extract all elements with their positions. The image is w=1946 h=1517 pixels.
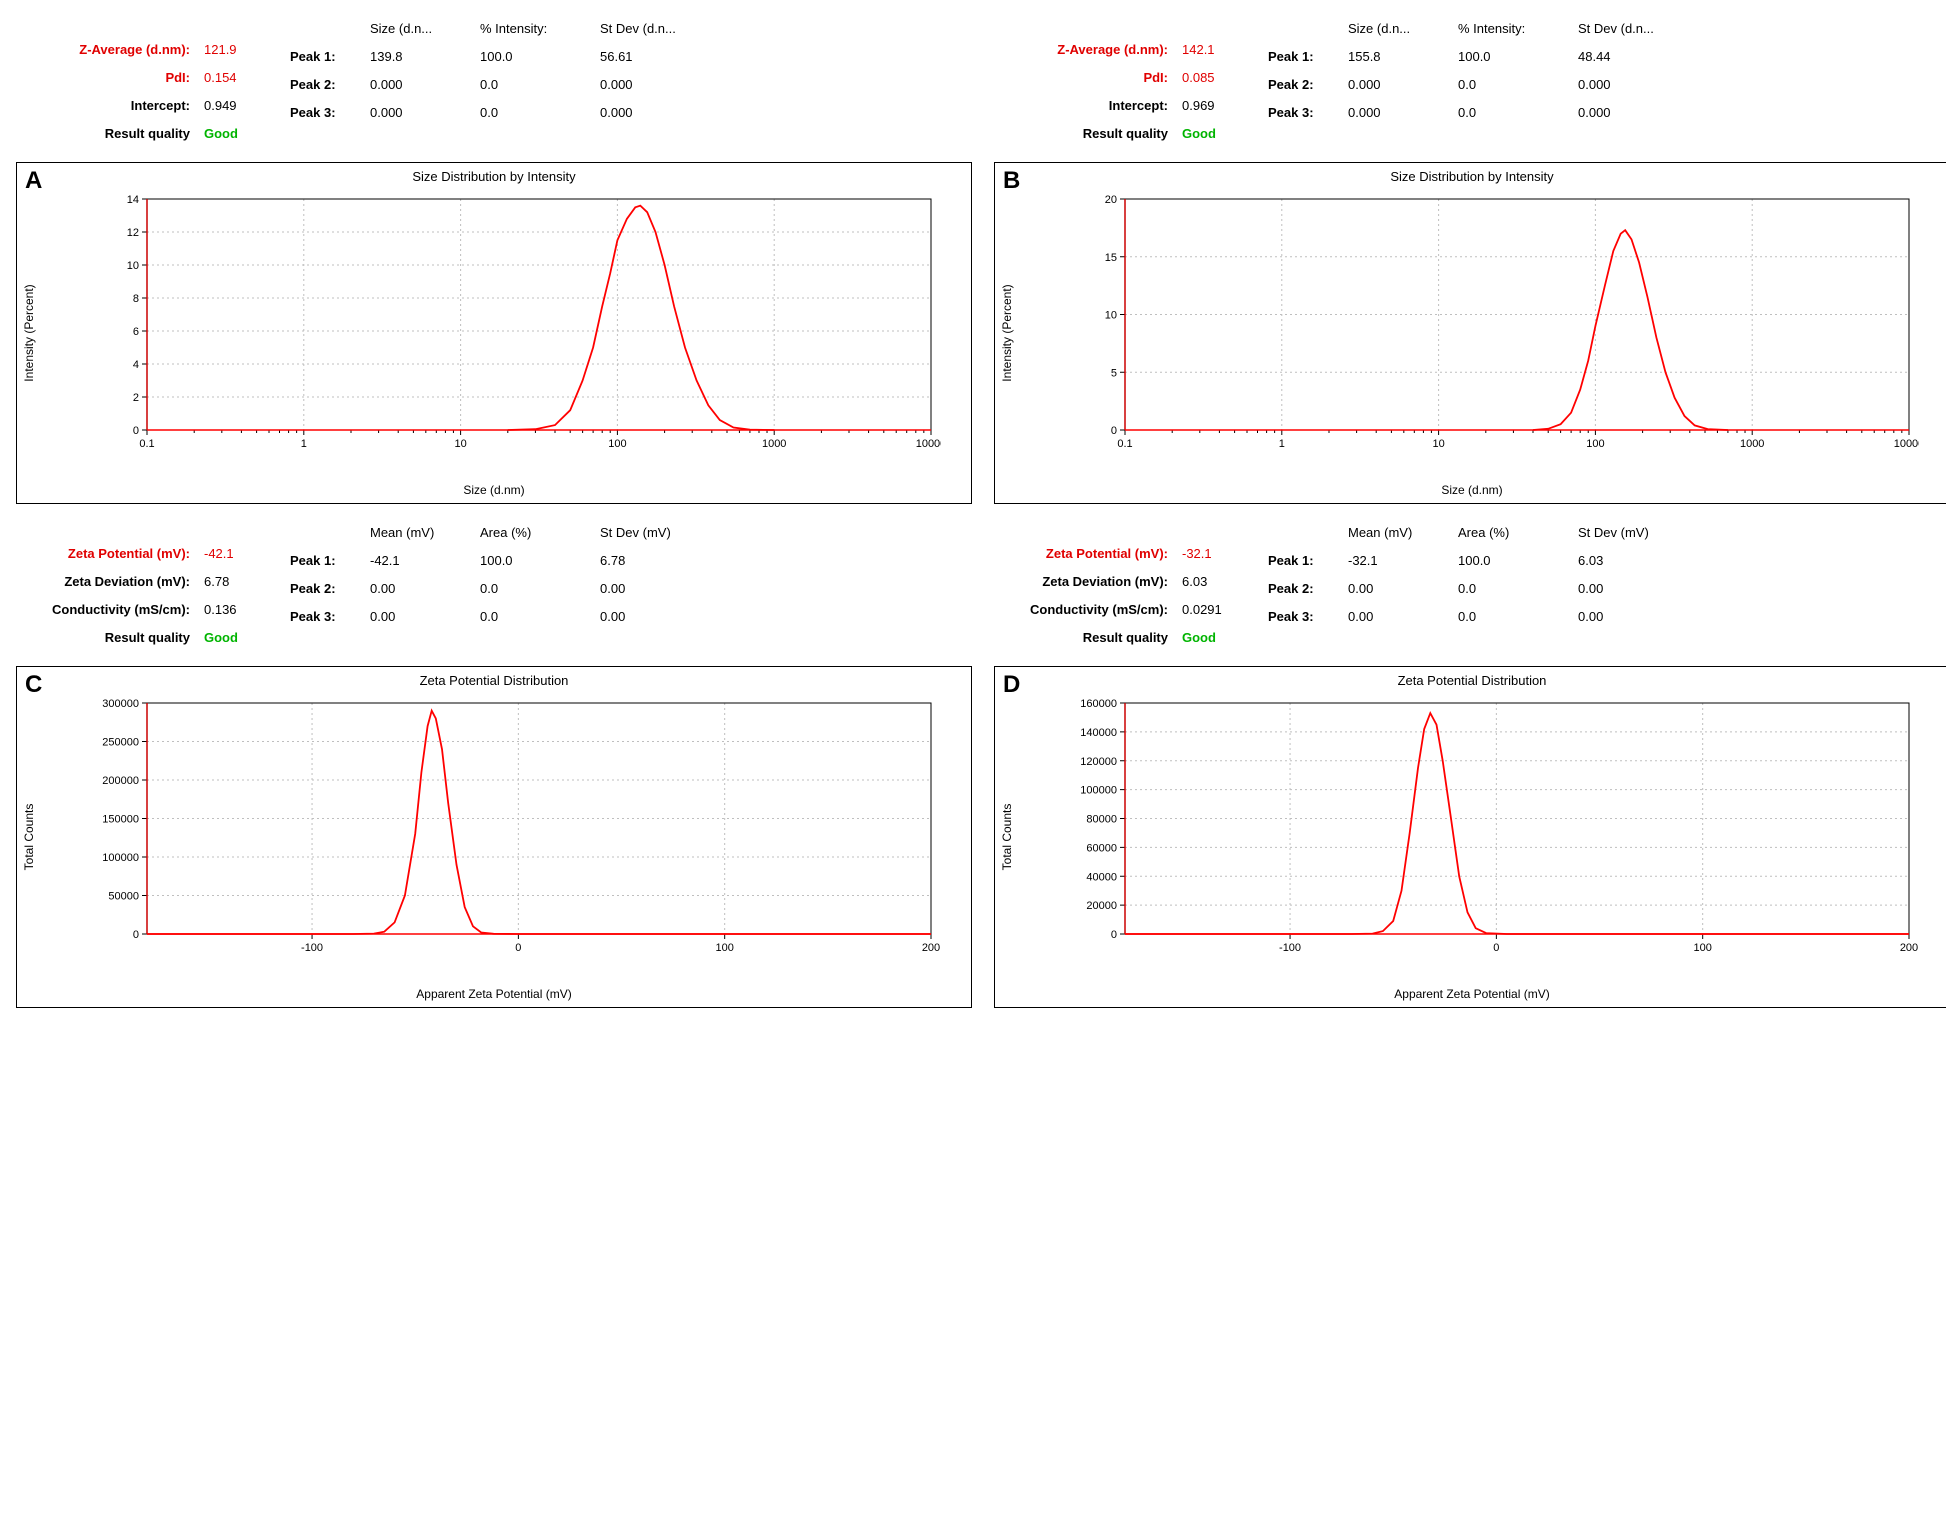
svg-text:1: 1: [1279, 438, 1285, 450]
svg-text:150000: 150000: [102, 814, 139, 826]
zavg-value: 121.9: [198, 42, 237, 57]
zeta-stats-C: Zeta Potential (mV):-42.1 Zeta Deviation…: [10, 514, 978, 666]
svg-text:-100: -100: [1279, 942, 1301, 954]
svg-text:14: 14: [127, 194, 139, 206]
plot-svg: 0 20000 40000 60000 80000 100000 120000 140000 1…: [1075, 695, 1919, 962]
svg-text:100000: 100000: [1080, 785, 1117, 797]
svg-text:1: 1: [301, 438, 307, 450]
svg-text:10: 10: [127, 260, 139, 272]
svg-text:200: 200: [922, 942, 940, 954]
svg-text:0: 0: [133, 425, 139, 437]
svg-text:140000: 140000: [1080, 727, 1117, 739]
svg-text:100000: 100000: [102, 852, 139, 864]
svg-text:15: 15: [1105, 252, 1117, 264]
svg-text:80000: 80000: [1086, 814, 1117, 826]
svg-text:0: 0: [1493, 942, 1499, 954]
plot-svg: 0 5 10 15 20 0.1 1 10 100 1000 10000: [1075, 191, 1919, 458]
svg-text:120000: 120000: [1080, 756, 1117, 768]
svg-text:6: 6: [133, 326, 139, 338]
svg-text:0: 0: [1111, 929, 1117, 941]
xlabel: Size (d.nm): [17, 483, 971, 497]
intercept-label: Intercept:: [20, 98, 198, 113]
plot-svg: 0 2 4 6 8 10 12 14 0.1 1 10 100 1000 10000: [97, 191, 941, 458]
quality-label: Result quality: [20, 126, 198, 141]
svg-text:0: 0: [133, 929, 139, 941]
svg-text:10: 10: [1105, 310, 1117, 322]
pdi-value: 0.154: [198, 70, 237, 85]
svg-text:50000: 50000: [108, 891, 139, 903]
svg-text:100: 100: [608, 438, 626, 450]
svg-text:0.1: 0.1: [1117, 438, 1132, 450]
pdi-label: PdI:: [20, 70, 198, 85]
svg-text:1000: 1000: [762, 438, 786, 450]
svg-text:10000: 10000: [1894, 438, 1919, 450]
svg-text:10: 10: [454, 438, 466, 450]
zeta-peaks-D: Mean (mV)Area (%)St Dev (mV) Peak 1:-32.…: [1268, 518, 1946, 630]
svg-text:100: 100: [716, 942, 734, 954]
svg-text:200: 200: [1900, 942, 1918, 954]
svg-text:-100: -100: [301, 942, 323, 954]
svg-text:8: 8: [133, 293, 139, 305]
svg-text:1000: 1000: [1740, 438, 1764, 450]
intercept-value: 0.949: [198, 98, 237, 113]
svg-text:100: 100: [1586, 438, 1604, 450]
size-peaks-A: Size (d.n...% Intensity:St Dev (d.n... P…: [290, 14, 968, 126]
size-stats-A: Z-Average (d.nm):121.9 PdI:0.154 Interce…: [10, 10, 978, 162]
svg-text:0: 0: [1111, 425, 1117, 437]
size-peaks-B: Size (d.n...% Intensity:St Dev (d.n... P…: [1268, 14, 1946, 126]
zavg-label: Z-Average (d.nm):: [20, 42, 198, 57]
svg-text:12: 12: [127, 227, 139, 239]
svg-text:20: 20: [1105, 194, 1117, 206]
svg-text:100: 100: [1694, 942, 1712, 954]
svg-text:10: 10: [1432, 438, 1444, 450]
zeta-stats-D: Zeta Potential (mV):-32.1 Zeta Deviation…: [988, 514, 1946, 666]
svg-text:0.1: 0.1: [139, 438, 154, 450]
svg-text:60000: 60000: [1086, 842, 1117, 854]
chart-C: C Zeta Potential Distribution Total Coun…: [16, 666, 972, 1008]
svg-text:300000: 300000: [102, 698, 139, 710]
quality-value: Good: [198, 126, 238, 141]
chart-B: B Size Distribution by Intensity Intensi…: [994, 162, 1946, 504]
ylabel: Intensity (Percent): [22, 284, 36, 381]
svg-text:0: 0: [515, 942, 521, 954]
size-stats-B: Z-Average (d.nm):142.1 PdI:0.085 Interce…: [988, 10, 1946, 162]
zeta-peaks-C: Mean (mV)Area (%)St Dev (mV) Peak 1:-42.…: [290, 518, 968, 630]
svg-text:160000: 160000: [1080, 698, 1117, 710]
svg-text:10000: 10000: [916, 438, 941, 450]
plot-svg: 0 50000 100000 150000 200000 250000 300000 -100…: [97, 695, 941, 962]
chart-D: D Zeta Potential Distribution Total Coun…: [994, 666, 1946, 1008]
svg-text:20000: 20000: [1086, 900, 1117, 912]
svg-text:40000: 40000: [1086, 871, 1117, 883]
chart-A: A Size Distribution by Intensity Intensi…: [16, 162, 972, 504]
svg-text:4: 4: [133, 359, 139, 371]
svg-text:250000: 250000: [102, 737, 139, 749]
svg-text:200000: 200000: [102, 775, 139, 787]
chart-title: Size Distribution by Intensity: [17, 169, 971, 184]
svg-text:2: 2: [133, 392, 139, 404]
svg-text:5: 5: [1111, 367, 1117, 379]
